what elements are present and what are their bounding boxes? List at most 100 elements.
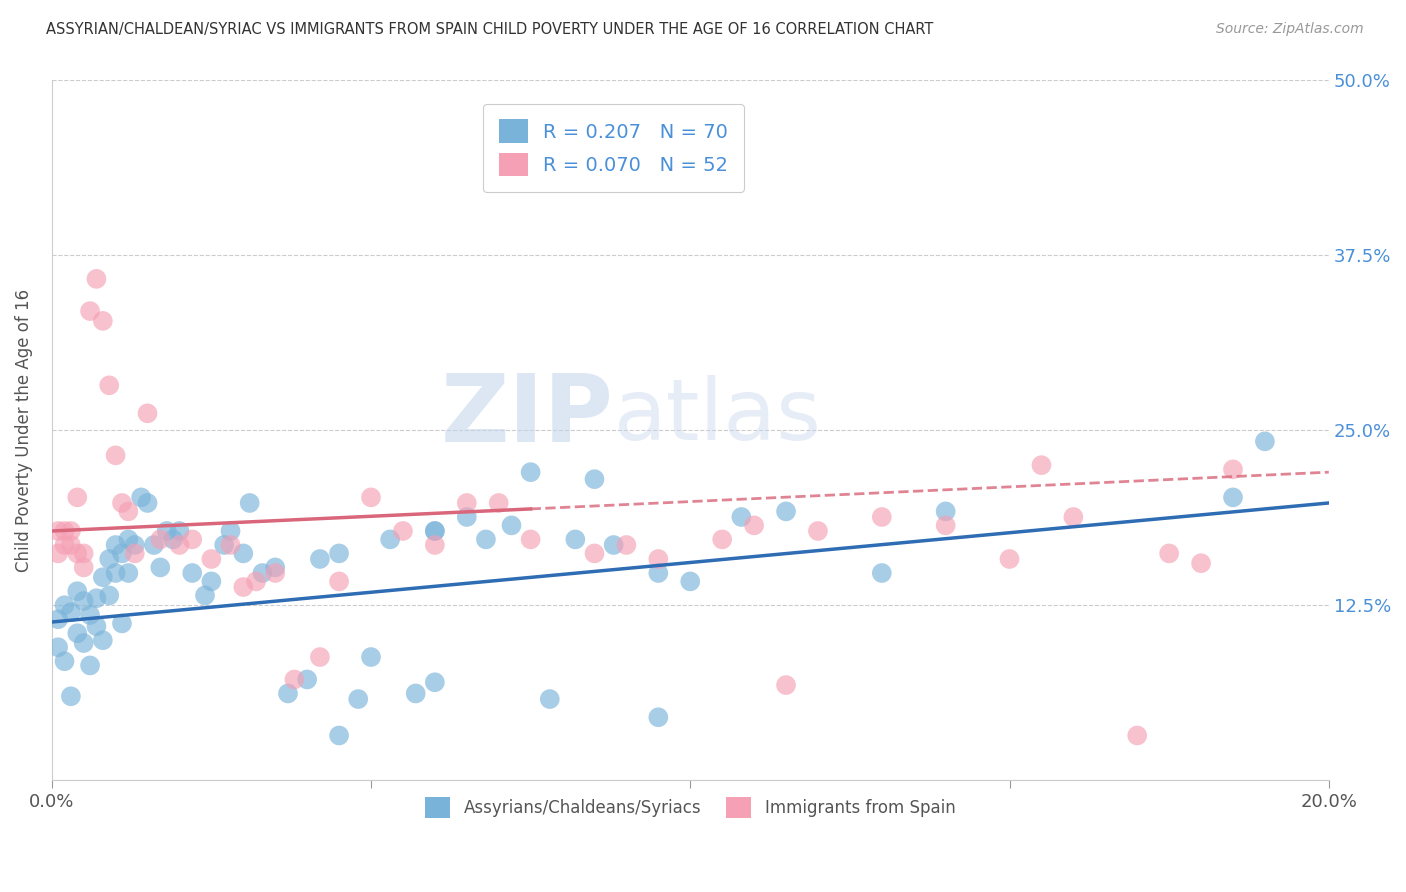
- Point: [711, 533, 734, 547]
- Point: [730, 510, 752, 524]
- Point: [1222, 491, 1244, 505]
- Point: [328, 546, 350, 560]
- Point: [91, 570, 114, 584]
- Point: [423, 675, 446, 690]
- Point: [200, 574, 222, 589]
- Point: [264, 560, 287, 574]
- Point: [111, 496, 134, 510]
- Y-axis label: Child Poverty Under the Age of 16: Child Poverty Under the Age of 16: [15, 289, 32, 572]
- Point: [232, 546, 254, 560]
- Point: [104, 448, 127, 462]
- Point: [53, 538, 76, 552]
- Point: [378, 533, 401, 547]
- Point: [456, 510, 478, 524]
- Point: [519, 533, 541, 547]
- Point: [328, 729, 350, 743]
- Point: [647, 710, 669, 724]
- Point: [283, 673, 305, 687]
- Point: [79, 658, 101, 673]
- Point: [423, 538, 446, 552]
- Point: [775, 678, 797, 692]
- Point: [46, 524, 69, 538]
- Point: [46, 640, 69, 655]
- Point: [66, 491, 89, 505]
- Point: [212, 538, 235, 552]
- Point: [149, 560, 172, 574]
- Point: [392, 524, 415, 538]
- Point: [73, 636, 96, 650]
- Point: [564, 533, 586, 547]
- Point: [360, 491, 382, 505]
- Point: [347, 692, 370, 706]
- Point: [79, 607, 101, 622]
- Point: [59, 538, 82, 552]
- Point: [475, 533, 498, 547]
- Point: [1062, 510, 1084, 524]
- Point: [423, 524, 446, 538]
- Point: [194, 589, 217, 603]
- Point: [169, 538, 191, 552]
- Point: [488, 496, 510, 510]
- Point: [86, 591, 108, 606]
- Text: atlas: atlas: [613, 375, 821, 458]
- Point: [807, 524, 830, 538]
- Point: [59, 690, 82, 704]
- Point: [309, 650, 332, 665]
- Point: [1254, 434, 1277, 449]
- Point: [232, 580, 254, 594]
- Point: [129, 491, 152, 505]
- Point: [91, 633, 114, 648]
- Point: [309, 552, 332, 566]
- Point: [405, 686, 427, 700]
- Point: [277, 686, 299, 700]
- Point: [679, 574, 702, 589]
- Point: [616, 538, 638, 552]
- Point: [583, 472, 606, 486]
- Point: [647, 566, 669, 580]
- Point: [870, 510, 893, 524]
- Point: [86, 619, 108, 633]
- Point: [1222, 462, 1244, 476]
- Point: [998, 552, 1021, 566]
- Point: [501, 518, 523, 533]
- Point: [98, 552, 121, 566]
- Point: [1189, 556, 1212, 570]
- Point: [1159, 546, 1181, 560]
- Point: [59, 605, 82, 619]
- Point: [870, 566, 893, 580]
- Point: [46, 546, 69, 560]
- Point: [935, 518, 957, 533]
- Point: [602, 538, 624, 552]
- Point: [423, 524, 446, 538]
- Point: [73, 594, 96, 608]
- Point: [239, 496, 262, 510]
- Point: [66, 584, 89, 599]
- Legend: Assyrians/Chaldeans/Syriacs, Immigrants from Spain: Assyrians/Chaldeans/Syriacs, Immigrants …: [419, 791, 962, 824]
- Point: [1126, 729, 1149, 743]
- Point: [66, 546, 89, 560]
- Point: [124, 538, 146, 552]
- Point: [742, 518, 765, 533]
- Text: ASSYRIAN/CHALDEAN/SYRIAC VS IMMIGRANTS FROM SPAIN CHILD POVERTY UNDER THE AGE OF: ASSYRIAN/CHALDEAN/SYRIAC VS IMMIGRANTS F…: [46, 22, 934, 37]
- Point: [264, 566, 287, 580]
- Text: ZIP: ZIP: [440, 370, 613, 462]
- Point: [117, 566, 139, 580]
- Point: [219, 524, 242, 538]
- Point: [111, 616, 134, 631]
- Point: [328, 574, 350, 589]
- Point: [124, 546, 146, 560]
- Point: [156, 524, 179, 538]
- Point: [295, 673, 318, 687]
- Point: [162, 533, 184, 547]
- Point: [91, 314, 114, 328]
- Point: [73, 560, 96, 574]
- Point: [169, 524, 191, 538]
- Point: [647, 552, 669, 566]
- Point: [149, 533, 172, 547]
- Point: [538, 692, 561, 706]
- Point: [583, 546, 606, 560]
- Point: [104, 538, 127, 552]
- Point: [104, 566, 127, 580]
- Point: [66, 626, 89, 640]
- Point: [360, 650, 382, 665]
